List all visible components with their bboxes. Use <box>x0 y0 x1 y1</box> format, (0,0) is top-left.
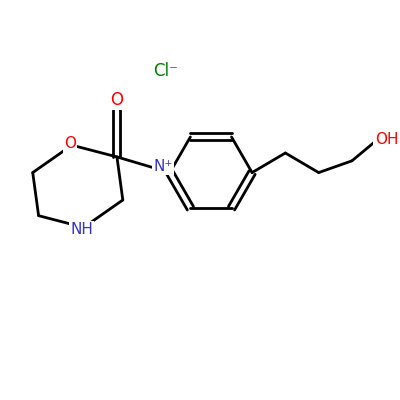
Text: N⁺: N⁺ <box>153 159 172 174</box>
Text: NH: NH <box>70 222 93 237</box>
Text: Cl⁻: Cl⁻ <box>154 62 178 80</box>
Text: O: O <box>64 136 76 152</box>
Text: OH: OH <box>375 132 398 147</box>
Text: O: O <box>110 91 124 109</box>
